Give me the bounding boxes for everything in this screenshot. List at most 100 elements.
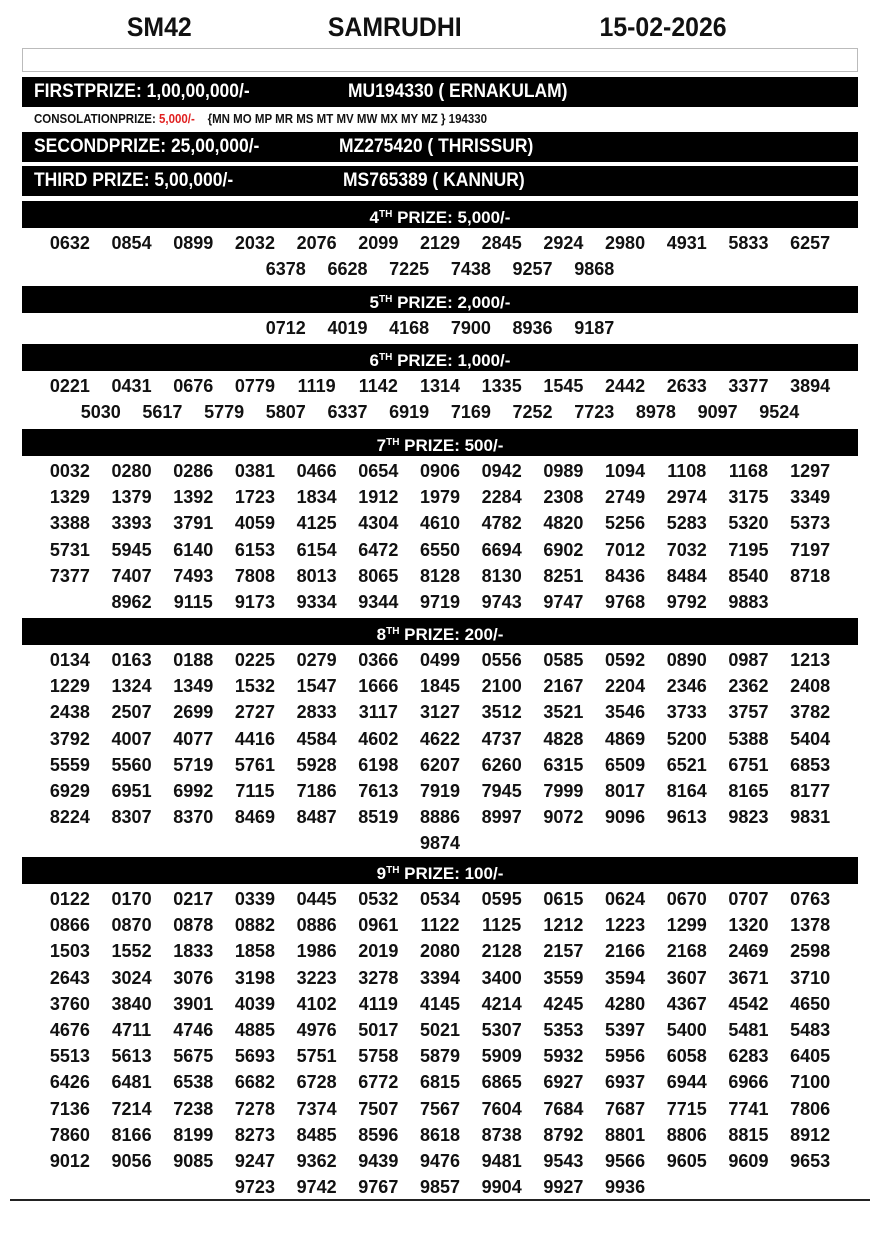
winning-number: 2598: [790, 941, 831, 962]
winning-number: 8540: [728, 565, 769, 586]
winning-number: 4976: [296, 1019, 337, 1040]
draw-date: 15-02-2026: [599, 12, 727, 42]
winning-number: 9334: [296, 591, 337, 612]
winning-number: 2157: [543, 941, 584, 962]
winning-number: 5307: [481, 1019, 522, 1040]
winning-number: 9883: [728, 591, 769, 612]
winning-number: 6937: [605, 1072, 646, 1093]
winning-number: 2076: [296, 233, 337, 253]
winning-number: 1858: [234, 941, 275, 962]
winning-number: 7613: [358, 780, 399, 801]
winning-number: 8469: [234, 807, 275, 828]
prize-label: PRIZE: 1,000/-: [392, 351, 511, 370]
winning-number: 1986: [296, 941, 337, 962]
second-prize-bar: SECONDPRIZE: 25,00,000/- MZ275420 ( THRI…: [22, 132, 858, 162]
winning-number: 8130: [481, 565, 522, 586]
winning-number: 0670: [666, 889, 707, 909]
winning-number: 3394: [419, 967, 461, 988]
third-prize-bar: THIRD PRIZE: 5,00,000/- MS765389 ( KANNU…: [22, 166, 858, 196]
prize-ordinal: 4: [369, 208, 379, 227]
winning-number: 5693: [234, 1046, 275, 1067]
winning-number: 0445: [296, 889, 337, 909]
winning-number: 9605: [666, 1150, 707, 1171]
winning-number: 4214: [481, 993, 522, 1014]
winning-number: 5021: [419, 1019, 461, 1040]
winning-number: 8370: [173, 807, 214, 828]
winning-number: 7407: [111, 565, 152, 586]
winning-number: 0987: [728, 650, 769, 670]
winning-number: 0431: [111, 376, 152, 396]
winning-number: 0499: [419, 650, 461, 670]
winning-number: 4039: [234, 993, 275, 1014]
winning-number: 2845: [481, 233, 522, 253]
winning-number: 5928: [296, 754, 337, 775]
winning-number: 4245: [543, 993, 584, 1014]
winning-number: 6315: [543, 754, 584, 775]
winning-number: 9723: [234, 1177, 275, 1198]
winning-number: 2408: [790, 676, 831, 697]
winning-number: 5613: [111, 1046, 152, 1067]
winning-number: 0221: [49, 376, 90, 396]
winning-number: 4676: [49, 1019, 90, 1040]
ordinal-suffix: TH: [379, 294, 393, 305]
winning-number: 6929: [49, 780, 90, 801]
winning-number: 5373: [790, 513, 831, 534]
winning-number: 8806: [666, 1124, 707, 1145]
prize-label: PRIZE: 200/-: [399, 625, 504, 644]
winning-number: 6951: [111, 780, 152, 801]
winning-number: 0217: [173, 889, 214, 909]
winning-number: 9936: [605, 1177, 646, 1198]
winning-number: 7687: [605, 1098, 646, 1119]
winning-number: 0989: [543, 461, 584, 481]
winning-number: 5945: [111, 539, 152, 560]
winning-number: 2129: [419, 233, 461, 253]
first-prize-winner: MU194330 ( ERNAKULAM): [348, 81, 568, 102]
winning-number: 5675: [173, 1046, 214, 1067]
winning-number: 4416: [234, 728, 275, 749]
winning-number: 5513: [49, 1046, 90, 1067]
winning-number: 0286: [173, 461, 214, 481]
winning-number: 4007: [111, 728, 152, 749]
winning-number: 2924: [543, 233, 584, 253]
winning-number: 2284: [481, 487, 522, 508]
winning-number: 1142: [358, 376, 398, 396]
winning-number: 0906: [419, 461, 461, 481]
winning-number: 6153: [234, 539, 275, 560]
winning-number: 2128: [481, 941, 522, 962]
winning-number: 8978: [635, 402, 676, 423]
winning-number: 8815: [728, 1124, 769, 1145]
winning-number: 8912: [790, 1124, 831, 1145]
winning-number: 4711: [112, 1019, 152, 1040]
winning-number: 8224: [49, 807, 90, 828]
winning-number: 5559: [49, 754, 90, 775]
winning-number: 5879: [419, 1046, 461, 1067]
winning-number: 4280: [605, 993, 646, 1014]
winning-number: 6944: [666, 1072, 707, 1093]
winning-number: 8718: [790, 565, 831, 586]
winning-number: 0890: [666, 650, 707, 670]
winning-number: 0122: [49, 889, 90, 909]
prize-header-7: 7TH PRIZE: 500/-: [22, 429, 858, 456]
winning-number: 6751: [728, 754, 769, 775]
winning-number: 3388: [49, 513, 90, 534]
winning-number: 3607: [666, 967, 707, 988]
winning-number: 4125: [296, 513, 337, 534]
winning-number: 7252: [512, 402, 553, 423]
winning-number: 6694: [481, 539, 522, 560]
winning-number: 4622: [419, 728, 461, 749]
winning-number: 1320: [728, 915, 769, 936]
prize-header-5: 5TH PRIZE: 2,000/-: [22, 286, 858, 313]
lottery-name: SAMRUDHI: [327, 12, 462, 42]
winning-number: 8519: [358, 807, 399, 828]
winning-number: 7374: [296, 1098, 337, 1119]
consolation-label: CONSOLATIONPRIZE:: [34, 112, 156, 126]
winning-number: 9257: [512, 259, 553, 280]
winning-number: 9566: [605, 1150, 646, 1171]
winning-number: 0556: [481, 650, 522, 670]
ordinal-suffix: TH: [379, 352, 393, 363]
winning-number: 1547: [296, 676, 337, 697]
winning-number: 3791: [173, 513, 214, 534]
winning-number: 0595: [481, 889, 522, 909]
winning-number: 4145: [419, 993, 461, 1014]
winning-number: 0280: [111, 461, 152, 481]
